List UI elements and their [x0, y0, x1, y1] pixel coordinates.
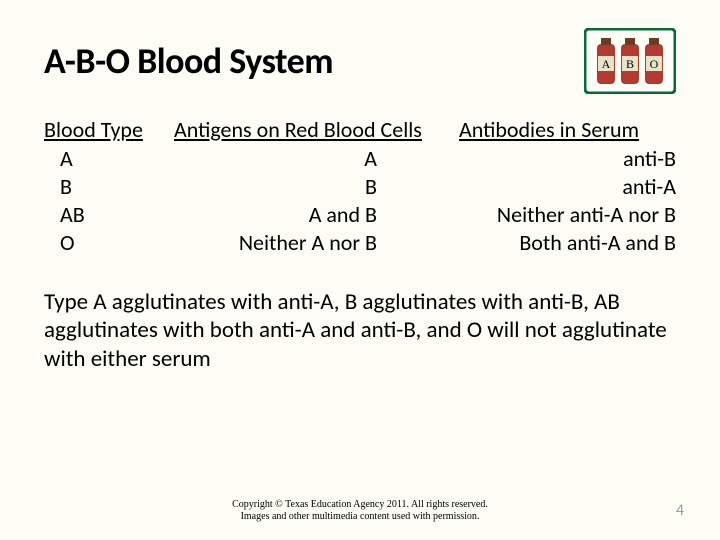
cell-antigens: A — [174, 145, 459, 173]
table-row: B B anti-A — [44, 173, 676, 201]
cell-antibodies: Neither anti-A nor B — [459, 201, 676, 229]
footer-line-2: Images and other multimedia content used… — [0, 511, 720, 523]
blood-bottles-icon: A B O — [584, 28, 676, 94]
table-row: O Neither A nor B Both anti-A and B — [44, 229, 676, 257]
svg-text:O: O — [650, 57, 659, 71]
table-row: AB A and B Neither anti-A nor B — [44, 201, 676, 229]
page-number: 4 — [676, 501, 684, 520]
header-antibodies: Antibodies in Serum — [459, 116, 676, 143]
cell-antigens: B — [174, 173, 459, 201]
header-blood-type: Blood Type — [44, 116, 174, 143]
table-header-row: Blood Type Antigens on Red Blood Cells A… — [44, 116, 676, 143]
svg-text:A: A — [602, 57, 611, 71]
title-row: A-B-O Blood System A B — [44, 28, 676, 94]
cell-antibodies: anti-A — [459, 173, 676, 201]
cell-antibodies: Both anti-A and B — [459, 229, 676, 257]
slide: A-B-O Blood System A B — [0, 0, 720, 540]
cell-type: A — [44, 145, 174, 173]
blood-type-table: Blood Type Antigens on Red Blood Cells A… — [44, 116, 676, 258]
cell-antigens: A and B — [174, 201, 459, 229]
svg-text:B: B — [626, 57, 634, 71]
table-row: A A anti-B — [44, 145, 676, 173]
cell-type: B — [44, 173, 174, 201]
slide-title: A-B-O Blood System — [44, 39, 333, 83]
copyright-footer: Copyright © Texas Education Agency 2011.… — [0, 499, 720, 522]
cell-type: O — [44, 229, 174, 257]
cell-antigens: Neither A nor B — [174, 229, 459, 257]
footer-line-1: Copyright © Texas Education Agency 2011.… — [0, 499, 720, 511]
header-antigens: Antigens on Red Blood Cells — [174, 116, 459, 143]
cell-type: AB — [44, 201, 174, 229]
cell-antibodies: anti-B — [459, 145, 676, 173]
explanation-text: Type A agglutinates with anti-A, B agglu… — [44, 288, 676, 374]
